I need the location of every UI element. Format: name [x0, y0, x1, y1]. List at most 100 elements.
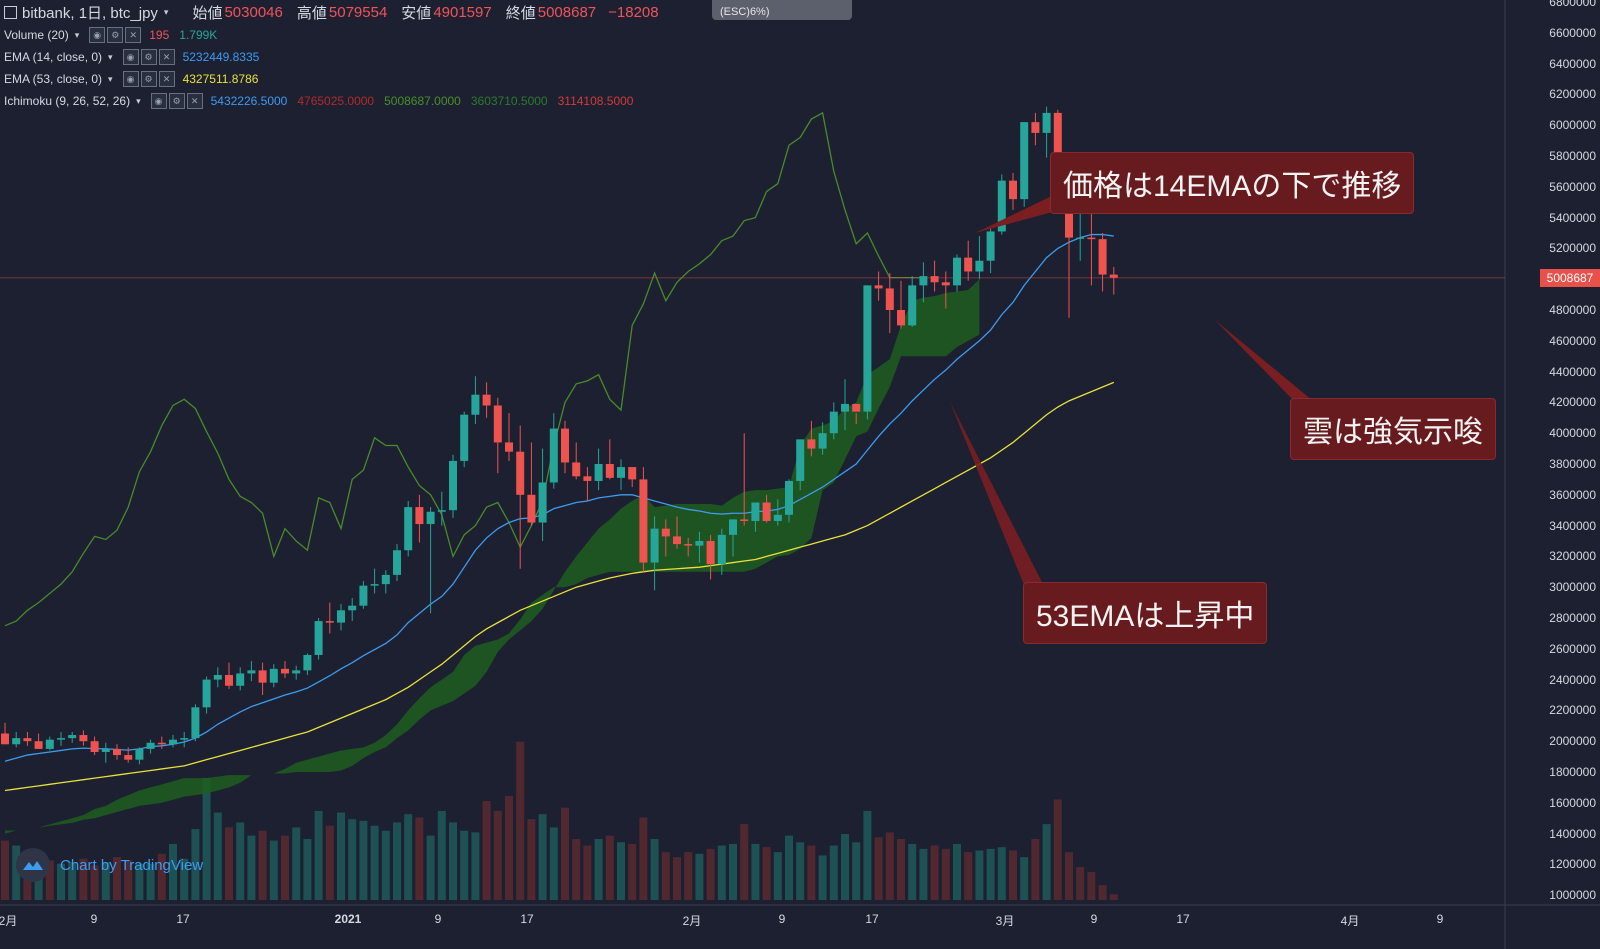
indicator-name[interactable]: Volume (20): [4, 28, 69, 42]
volume-bar: [605, 835, 614, 900]
volume-bar: [986, 848, 995, 900]
chevron-down-icon[interactable]: ▾: [108, 73, 113, 84]
indicator-name[interactable]: EMA (14, close, 0): [4, 50, 103, 64]
volume-bar: [549, 827, 558, 900]
close-icon[interactable]: ✕: [186, 93, 203, 109]
volume-bar: [583, 845, 592, 900]
time-tick: 2月: [682, 914, 702, 928]
gear-icon[interactable]: ⚙: [140, 71, 157, 87]
chevron-down-icon[interactable]: ▾: [136, 95, 141, 106]
symbol-title[interactable]: bitbank, 1日, btc_jpy: [22, 4, 158, 22]
volume-bar: [124, 860, 133, 900]
tradingview-badge[interactable]: Chart by TradingView: [16, 848, 203, 882]
candle-body: [650, 528, 659, 563]
price-tick: 2600000: [1549, 641, 1596, 656]
volume-bar: [1109, 894, 1118, 900]
indicator-value: 1.799K: [179, 28, 218, 42]
price-tick: 1400000: [1549, 826, 1596, 841]
high-label: 高値: [296, 4, 327, 22]
price-tick: 5200000: [1549, 241, 1596, 256]
volume-bar: [572, 838, 581, 900]
price-tick: 3800000: [1549, 457, 1596, 471]
candle-body: [169, 739, 177, 745]
annotation-cloud[interactable]: 雲は強気示唆: [1290, 398, 1496, 460]
volume-bar: [12, 845, 21, 900]
volume-bar: [717, 845, 726, 900]
volume-bar: [460, 830, 469, 900]
indicator-name[interactable]: Ichimoku (9, 26, 52, 26): [4, 94, 131, 108]
candle-body: [45, 739, 54, 749]
price-tick: 4600000: [1549, 333, 1596, 348]
gear-icon[interactable]: ⚙: [107, 27, 124, 43]
eye-icon[interactable]: ◉: [122, 71, 139, 87]
chevron-down-icon[interactable]: ▾: [163, 6, 169, 17]
volume-bar: [79, 858, 88, 900]
indicator-value: 195: [149, 28, 170, 42]
volume-bar: [1020, 857, 1029, 900]
volume-bar: [247, 835, 256, 900]
volume-bar: [930, 845, 939, 900]
close-label: 終値: [505, 4, 536, 22]
eye-icon[interactable]: ◉: [89, 27, 106, 43]
candle-body: [449, 460, 457, 511]
candle-body: [549, 428, 558, 483]
time-tick: 9: [778, 912, 786, 926]
close-icon[interactable]: ✕: [158, 49, 175, 65]
candle-body: [964, 257, 973, 272]
eye-icon[interactable]: ◉: [150, 93, 167, 109]
candle-body: [393, 550, 401, 575]
annotation-ema14[interactable]: 価格は14EMAの下で推移: [1050, 152, 1415, 214]
candle-body: [493, 405, 502, 443]
candle-body: [852, 403, 861, 412]
gear-icon[interactable]: ⚙: [168, 93, 185, 109]
indicator-value: 3603710.5000: [470, 94, 548, 108]
candle-body: [359, 585, 368, 606]
volume-bar: [404, 814, 413, 900]
candle-body: [381, 574, 390, 585]
candle-body: [191, 707, 200, 739]
indicator-value: 4327511.8786: [182, 72, 259, 86]
volume-bar: [393, 822, 401, 900]
candle-body: [1076, 237, 1085, 239]
annotation-ema53[interactable]: 53EMAは上昇中: [1023, 582, 1268, 644]
volume-bar: [135, 863, 144, 900]
volume-bar: [863, 810, 872, 900]
candle-body: [505, 442, 513, 452]
volume-bar: [258, 830, 267, 900]
candle-body: [897, 310, 905, 326]
volume-bar: [729, 843, 737, 900]
collapse-icon[interactable]: [4, 5, 17, 19]
volume-bar: [348, 819, 357, 900]
candle-body: [460, 414, 469, 461]
volume-bar: [191, 829, 200, 900]
esc-hint: (ESC)6%): [712, 0, 852, 20]
close-icon[interactable]: ✕: [125, 27, 142, 43]
volume-bar: [807, 845, 816, 900]
volume-bar: [180, 858, 189, 900]
volume-bar: [449, 822, 457, 900]
eye-icon[interactable]: ◉: [122, 49, 139, 65]
volume-bar: [157, 853, 166, 900]
symbol-row: bitbank, 1日, btc_jpy ▾ 始値 5030046 高値 507…: [4, 0, 659, 24]
chevron-down-icon[interactable]: ▾: [74, 29, 80, 40]
volume-bar: [101, 862, 110, 900]
close-value: 5008687: [537, 3, 597, 21]
price-tick: 3200000: [1549, 549, 1596, 564]
tradingview-badge-text: Chart by TradingView: [60, 856, 204, 874]
candle-body: [281, 668, 289, 674]
candle-body: [997, 180, 1006, 232]
price-tick: 3000000: [1549, 580, 1596, 595]
close-icon[interactable]: ✕: [158, 71, 175, 87]
gear-icon[interactable]: ⚙: [140, 49, 157, 65]
candle-body: [953, 257, 961, 286]
ichimoku-lagging-span: [4, 111, 924, 627]
volume-bar: [964, 852, 973, 900]
indicator-name[interactable]: EMA (53, close, 0): [4, 72, 103, 86]
candle-body: [258, 670, 267, 683]
volume-bar: [538, 814, 547, 900]
candle-body: [874, 285, 883, 289]
candle-body: [57, 738, 65, 740]
price-tick: 4000000: [1549, 426, 1596, 441]
chevron-down-icon[interactable]: ▾: [108, 51, 113, 62]
